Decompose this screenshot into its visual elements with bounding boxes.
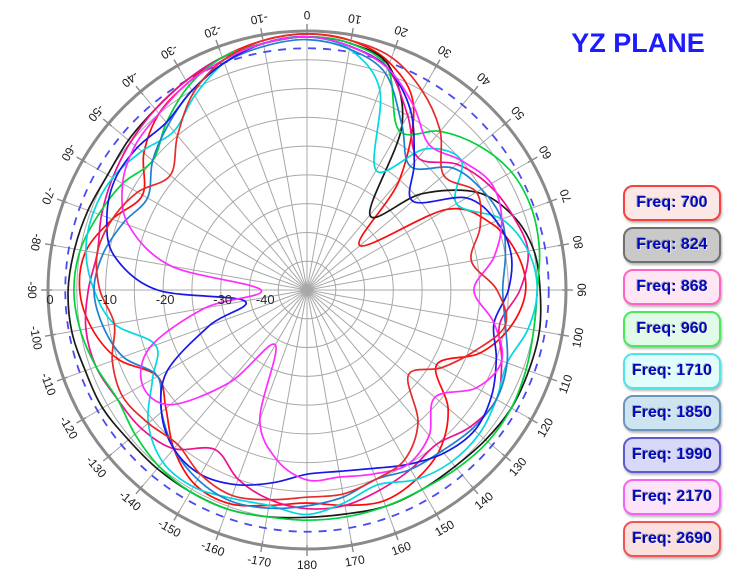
angle-tick-label: -70 (39, 185, 58, 206)
freq-trace-1850 (93, 38, 509, 510)
angle-tick-label: -90 (25, 281, 39, 299)
angle-tick-label: -130 (83, 453, 109, 481)
legend-item-2690[interactable]: Freq: 2690 (623, 521, 721, 557)
angle-tick-label: 90 (575, 283, 589, 297)
angle-tick-label: -110 (38, 371, 59, 398)
angle-tick-label: 0 (303, 8, 310, 22)
angle-tick-label: 140 (472, 489, 497, 513)
legend-item-label: Freq: 960 (636, 320, 708, 337)
legend-item-1710[interactable]: Freq: 1710 (623, 353, 721, 389)
freq-trace-2690 (95, 33, 508, 501)
angle-tick-label: -10 (249, 11, 269, 28)
angle-tick-label: 10 (347, 11, 363, 27)
legend-item-label: Freq: 2690 (631, 530, 713, 547)
angle-tick-label: 120 (534, 415, 556, 440)
legend-item-2170[interactable]: Freq: 2170 (623, 479, 721, 515)
angle-tick-label: 100 (569, 326, 586, 348)
angle-tick-label: 180 (297, 558, 317, 572)
angle-tick-label: -50 (85, 102, 107, 125)
angle-tick-label: 30 (435, 42, 454, 61)
legend-item-label: Freq: 700 (636, 194, 708, 211)
angle-tick-label: 130 (506, 454, 530, 479)
legend-item-label: Freq: 2170 (631, 488, 713, 505)
angle-tick-label: -150 (156, 516, 184, 540)
angle-tick-label: 60 (536, 143, 555, 162)
angle-tick-label: -170 (246, 552, 272, 570)
legend-item-960[interactable]: Freq: 960 (623, 311, 721, 347)
radial-tick-label: 0 (46, 292, 53, 307)
radial-tick-label: -10 (98, 292, 117, 307)
angle-tick-label: 80 (570, 234, 586, 250)
angle-tick-label: 110 (556, 372, 576, 395)
legend-item-label: Freq: 868 (636, 278, 708, 295)
angle-tick-label: -160 (199, 538, 227, 559)
legend-item-700[interactable]: Freq: 700 (623, 185, 721, 221)
legend-item-1990[interactable]: Freq: 1990 (623, 437, 721, 473)
angle-tick-label: 150 (432, 517, 457, 539)
radial-tick-label: -40 (256, 292, 275, 307)
legend-item-824[interactable]: Freq: 824 (623, 227, 721, 263)
freq-trace-700 (78, 33, 527, 507)
angle-tick-label: 40 (474, 69, 493, 89)
page-title: YZ PLANE (571, 28, 705, 58)
radial-tick-label: -30 (213, 292, 232, 307)
angle-tick-label: -30 (158, 41, 180, 62)
angle-tick-label: -40 (119, 68, 142, 90)
angle-tick-label: 170 (344, 552, 366, 569)
reference-dashed-circle (64, 47, 550, 533)
angle-tick-label: -60 (58, 141, 79, 163)
legend-item-label: Freq: 1710 (631, 362, 713, 379)
frequency-traces (67, 33, 542, 522)
angle-tick-label: -140 (116, 488, 144, 514)
angle-tick-label: 70 (557, 187, 575, 205)
legend-item-label: Freq: 1990 (631, 446, 713, 463)
legend-item-1850[interactable]: Freq: 1850 (623, 395, 721, 431)
freq-trace-1710 (85, 35, 539, 516)
freq-trace-2170 (121, 35, 504, 482)
angle-tick-label: -20 (202, 22, 223, 41)
radial-tick-label: -20 (156, 292, 175, 307)
polar-grid (41, 24, 573, 556)
legend-item-868[interactable]: Freq: 868 (623, 269, 721, 305)
angle-tick-label: 20 (392, 22, 410, 40)
angle-tick-label: -100 (27, 325, 45, 351)
legend-item-label: Freq: 824 (636, 236, 708, 253)
angle-tick-label: -80 (28, 232, 45, 252)
angle-tick-label: 160 (389, 539, 413, 559)
angle-tick-label: -120 (57, 414, 81, 442)
legend-item-label: Freq: 1850 (631, 404, 713, 421)
